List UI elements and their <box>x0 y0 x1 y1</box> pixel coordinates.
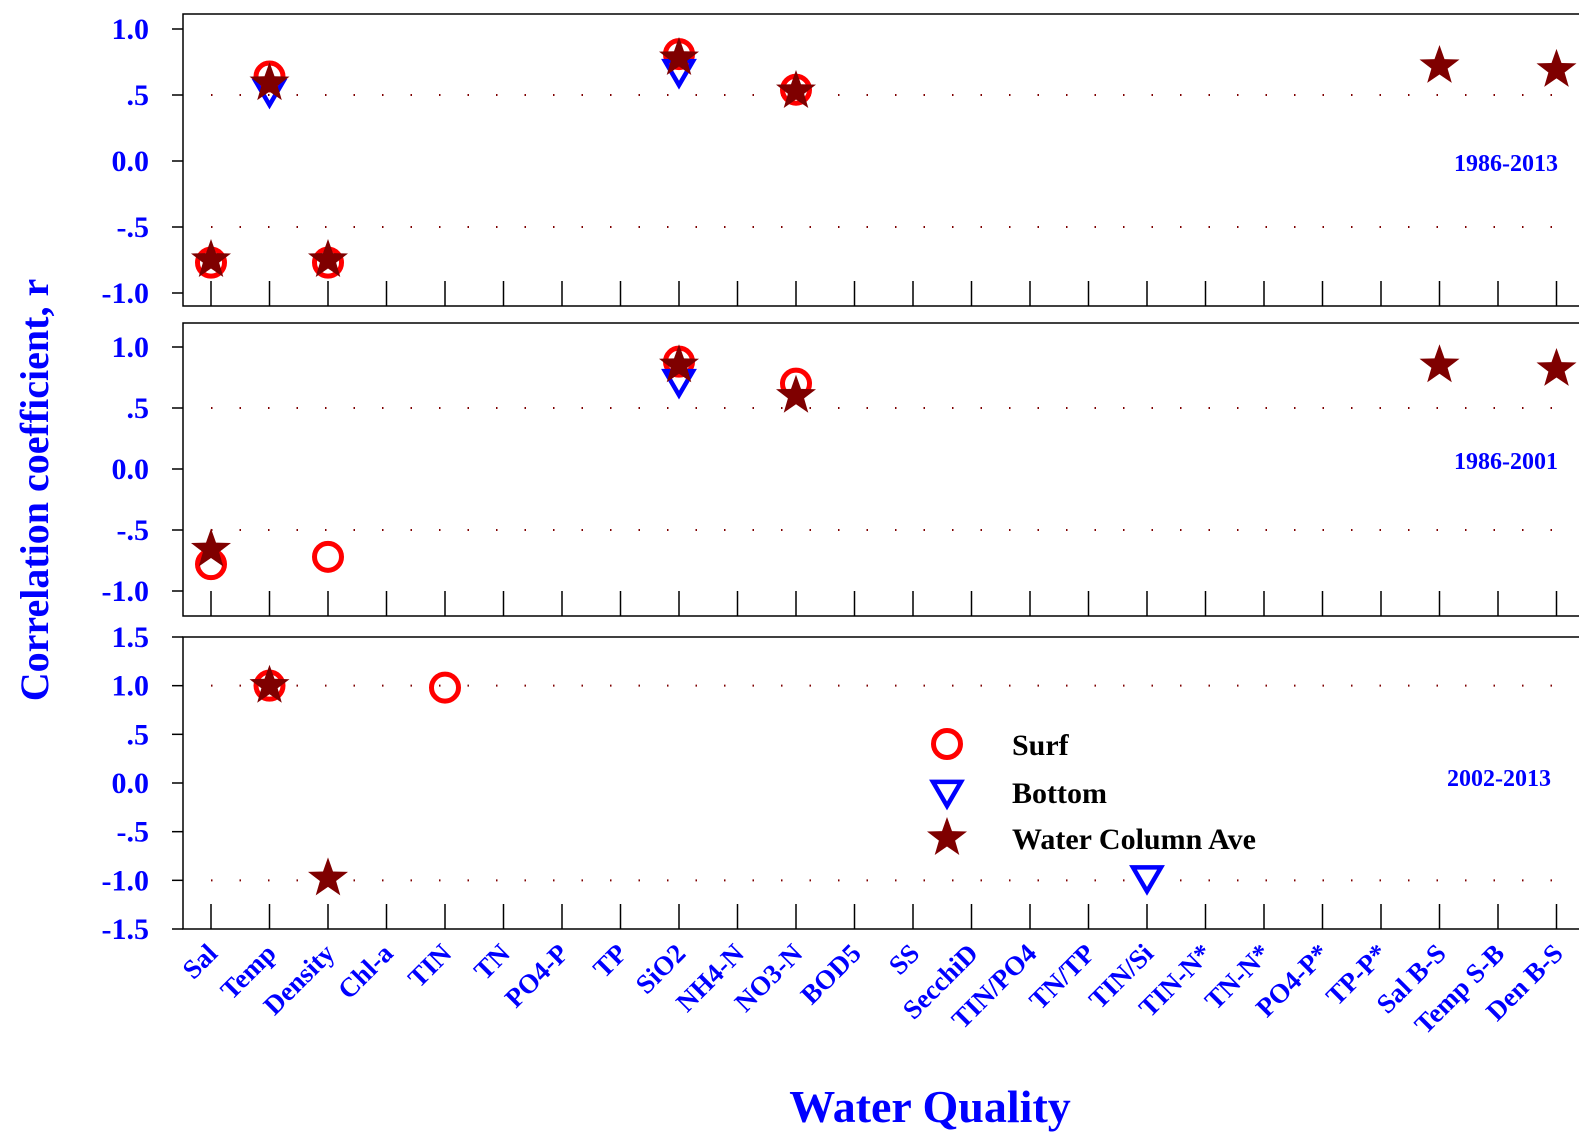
y-tick-label: .5 <box>127 392 150 425</box>
y-tick-label: -1.0 <box>102 864 150 897</box>
y-tick-label: 1.5 <box>112 621 150 654</box>
data-point-star <box>659 344 699 383</box>
data-point-star <box>1419 45 1460 83</box>
data-point-star <box>776 374 816 413</box>
data-point-star <box>191 528 231 567</box>
x-category-label: PO4-P <box>499 938 574 1013</box>
panel-frame <box>182 322 1579 617</box>
x-category-label: SS <box>883 938 925 980</box>
panel-frame <box>182 13 1579 307</box>
data-point-circle <box>312 540 344 573</box>
y-tick-label: -1.5 <box>102 913 150 946</box>
legend-marker-triangle-down <box>929 779 965 811</box>
y-tick-label: .5 <box>127 718 150 751</box>
data-point-star <box>191 239 231 277</box>
x-category-label: TIN <box>402 938 458 994</box>
panel-2: 1.0 .5 0.0 -.5 -1.0 1986-2001 <box>102 322 1579 617</box>
period-label: 1986-2013 <box>1454 151 1558 177</box>
data-point-star <box>1536 48 1577 87</box>
y-tick-label: -.5 <box>117 211 150 244</box>
legend-marker-circle <box>931 728 963 760</box>
data-point-star <box>659 37 699 75</box>
period-label: 2002-2013 <box>1447 766 1551 792</box>
data-point-star <box>308 857 348 896</box>
panel-3: 1.5 1.0 .5 0.0 -.5 -1.0 -1.5 2002-2013 <box>102 621 1579 946</box>
y-tick-label: 0.0 <box>112 145 150 178</box>
data-point-triangle-down <box>1129 865 1165 896</box>
data-point-star <box>308 239 348 277</box>
x-category-label: Chl-a <box>332 938 399 1005</box>
data-point-star <box>776 70 816 108</box>
legend-label: Surf <box>1012 729 1070 762</box>
data-point-star <box>1536 348 1577 386</box>
legend-label: Bottom <box>1012 777 1107 810</box>
data-point-star <box>249 62 290 101</box>
y-tick-label: -.5 <box>117 816 150 849</box>
y-tick-label: -1.0 <box>102 277 150 310</box>
y-tick-label: 0.0 <box>112 453 150 486</box>
y-axis-title: Correlation coefficient, r <box>12 279 57 701</box>
y-tick-label: 1.0 <box>112 670 150 703</box>
x-category-label: NO3-N <box>729 938 809 1018</box>
legend-marker-star <box>927 817 967 855</box>
legend: Surf Bottom Water Column Ave <box>927 728 1256 856</box>
period-label: 1986-2001 <box>1454 449 1558 475</box>
x-category-label: TN/TP <box>1023 938 1100 1015</box>
panel-frame <box>182 636 1579 930</box>
y-tick-label: -1.0 <box>102 575 150 608</box>
y-tick-label: 1.0 <box>112 13 150 46</box>
x-category-label: TP <box>587 938 633 984</box>
data-point-circle <box>429 671 461 704</box>
x-category-label: Sal <box>177 938 224 985</box>
x-axis-title: Water Quality <box>789 1081 1071 1132</box>
y-tick-label: .5 <box>127 79 150 112</box>
panel-1: 1.0 .5 0.0 -.5 -1.0 1986-2013 <box>102 13 1579 310</box>
legend-label: Water Column Ave <box>1012 823 1256 856</box>
x-category-label: TN <box>468 938 516 986</box>
y-tick-label: 0.0 <box>112 767 150 800</box>
data-point-star <box>249 664 290 703</box>
y-tick-label: -.5 <box>117 514 150 547</box>
x-category-label: BOD5 <box>795 938 867 1010</box>
data-point-star <box>1419 344 1460 383</box>
y-tick-label: 1.0 <box>112 331 150 364</box>
